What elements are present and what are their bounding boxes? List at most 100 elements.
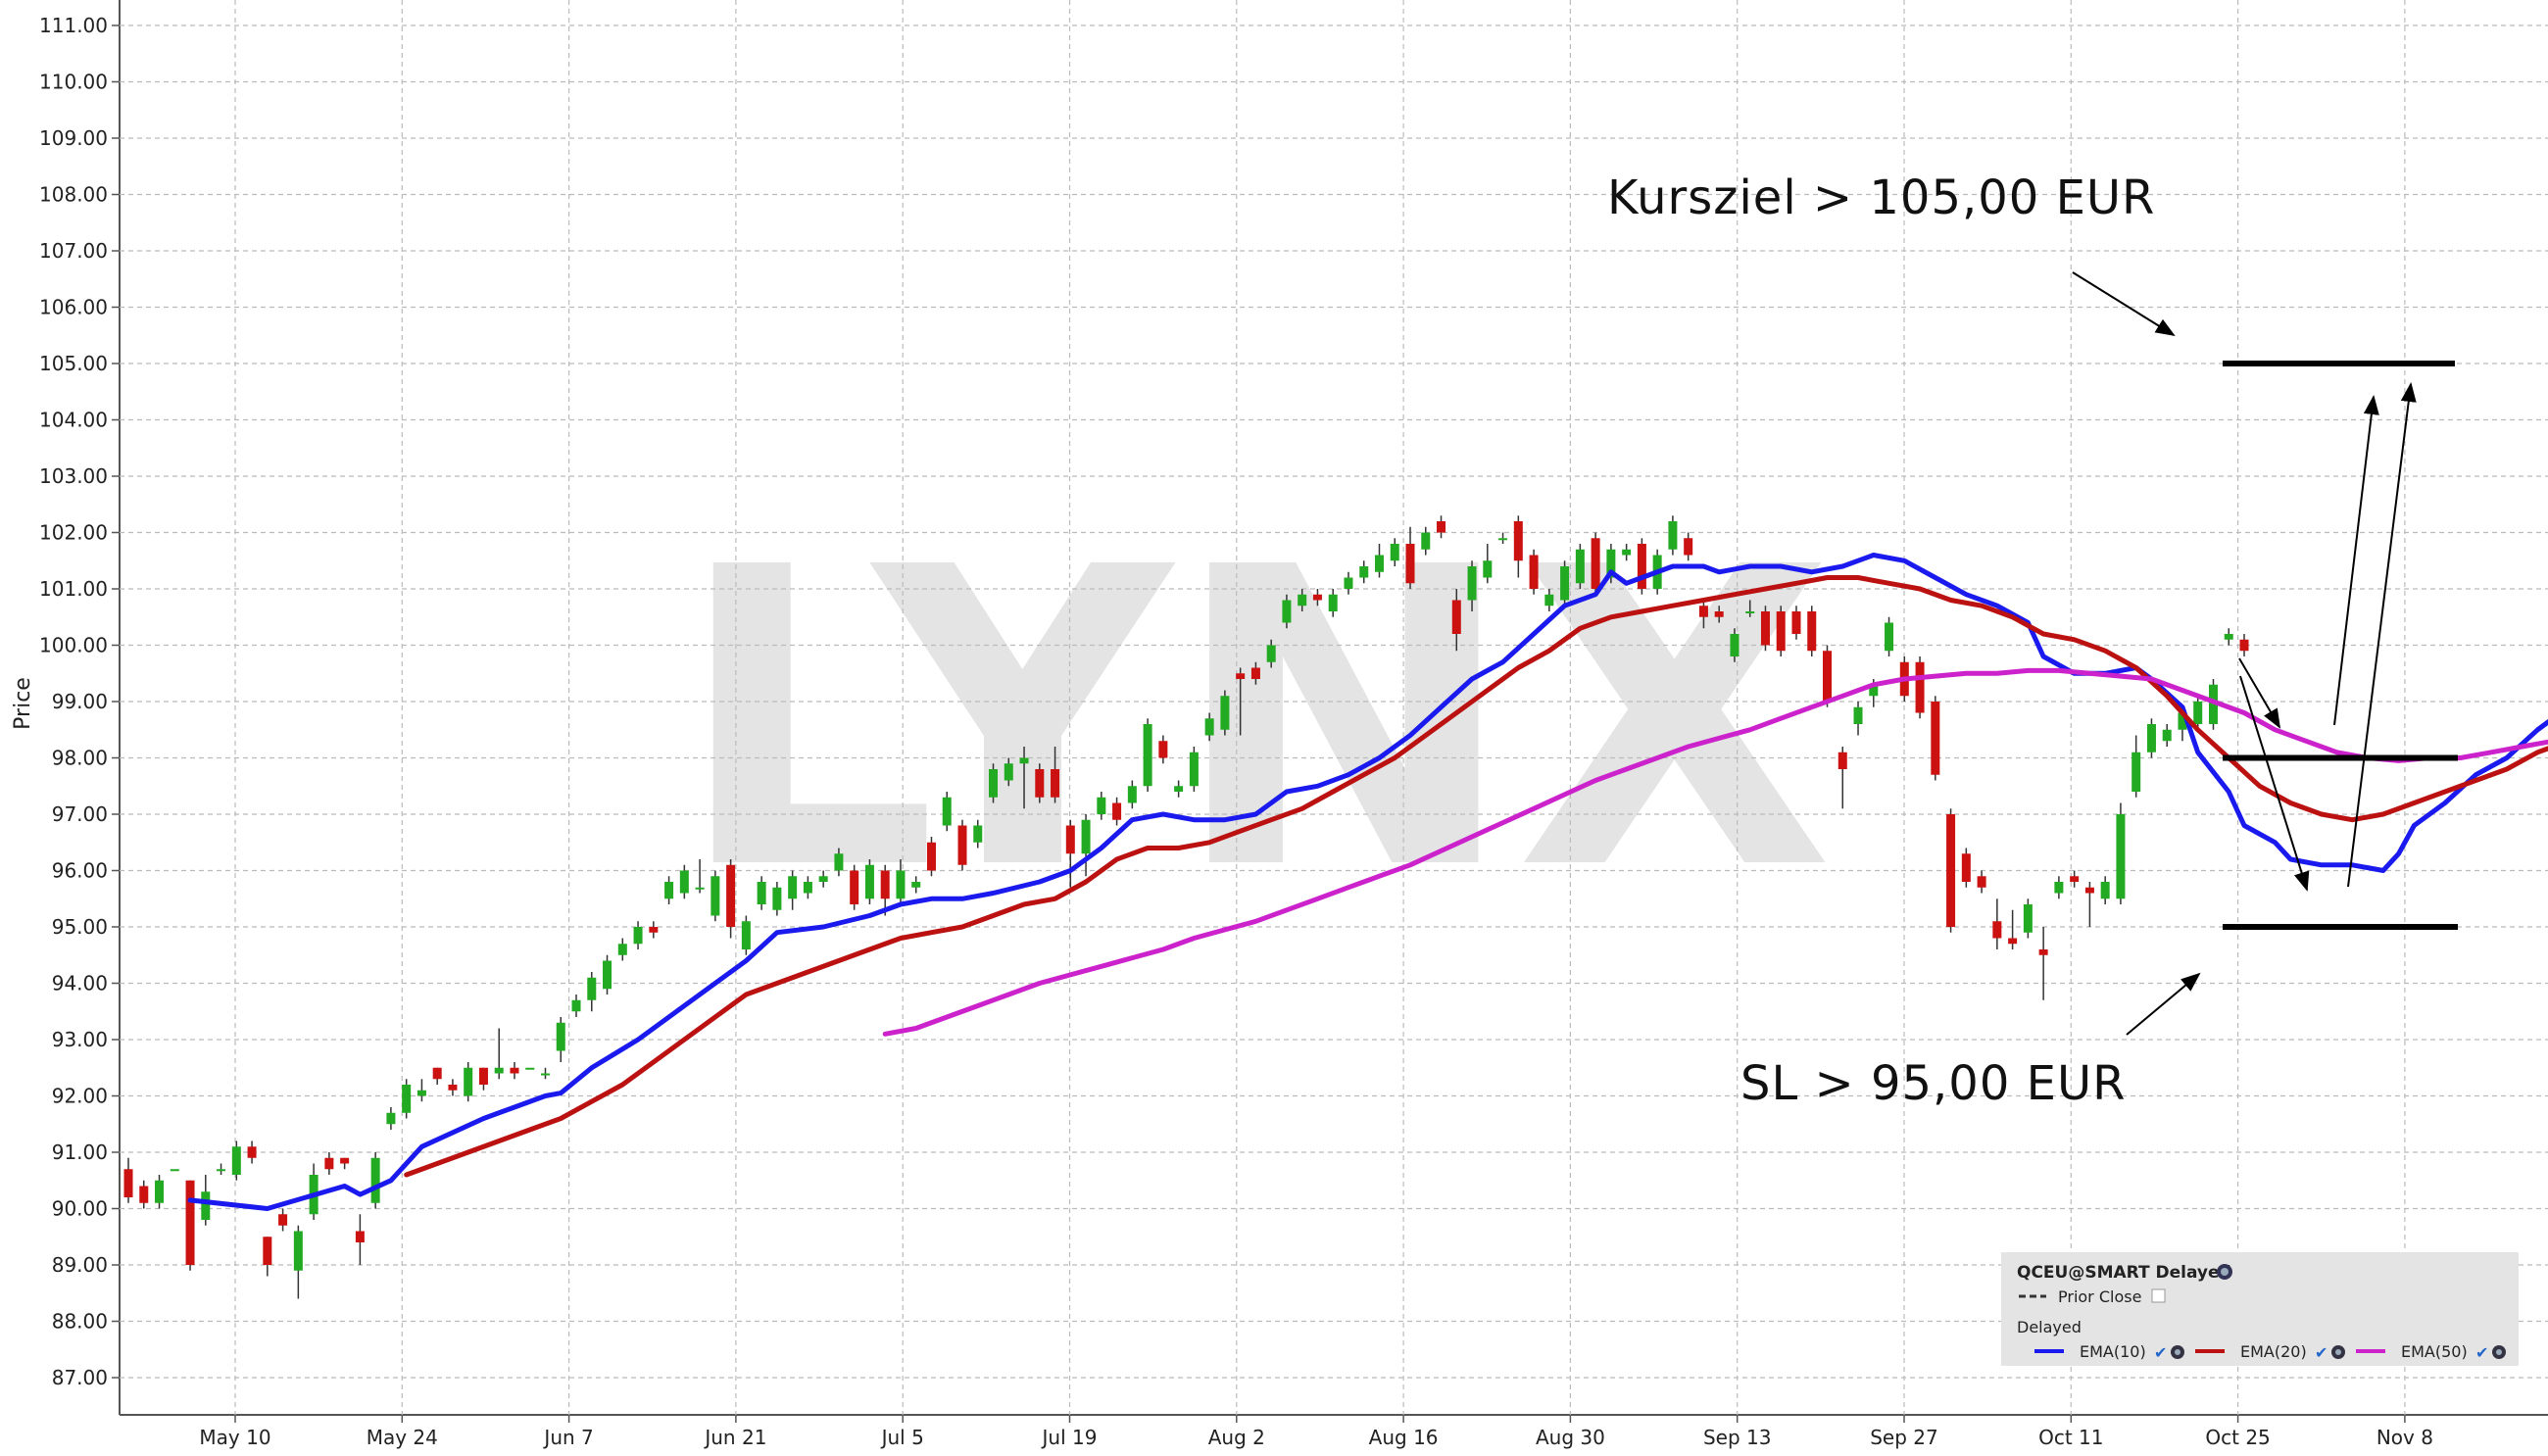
candle bbox=[1266, 639, 1276, 668]
legend-delayed: Delayed bbox=[2017, 1318, 2082, 1336]
candle bbox=[2070, 870, 2080, 888]
candle bbox=[1544, 589, 1554, 611]
ema-line-ema50 bbox=[882, 667, 2548, 1037]
candle bbox=[834, 848, 844, 877]
candle bbox=[973, 819, 983, 849]
x-tick-label: May 10 bbox=[199, 1426, 270, 1449]
candle-body bbox=[1035, 769, 1045, 798]
y-tick-label: 99.00 bbox=[52, 690, 108, 713]
candle-body bbox=[1421, 532, 1431, 550]
candle bbox=[2146, 718, 2156, 758]
candle-body bbox=[1823, 651, 1833, 702]
candle-body bbox=[155, 1180, 165, 1203]
candle-body bbox=[1359, 566, 1369, 578]
candle bbox=[1143, 718, 1152, 792]
candle-body bbox=[340, 1157, 350, 1164]
check-icon[interactable]: ✔ bbox=[2154, 1343, 2167, 1362]
candle bbox=[1483, 544, 1493, 584]
candle bbox=[1992, 898, 2002, 949]
candle bbox=[1498, 532, 1508, 544]
candle bbox=[679, 864, 689, 899]
candle bbox=[1359, 560, 1369, 584]
candle-body bbox=[324, 1157, 334, 1170]
candle-body bbox=[1220, 696, 1230, 730]
candle bbox=[247, 1141, 257, 1164]
candle bbox=[2100, 876, 2110, 904]
y-tick-label: 97.00 bbox=[52, 802, 108, 826]
candle bbox=[1312, 589, 1322, 607]
candle-body bbox=[494, 1067, 504, 1074]
candle-body bbox=[1915, 661, 1925, 713]
candle-body bbox=[741, 921, 751, 949]
candle-body bbox=[217, 1169, 226, 1172]
candles-layer bbox=[123, 515, 2249, 1299]
candle bbox=[185, 1180, 195, 1271]
candle-body bbox=[1405, 544, 1415, 584]
target-annotation: Kursziel > 105,00 EUR bbox=[1607, 170, 2155, 225]
candle-body bbox=[2239, 639, 2249, 652]
candle-body bbox=[1807, 611, 1817, 652]
candle bbox=[1174, 780, 1184, 798]
y-tick-label: 108.00 bbox=[39, 183, 108, 207]
candle bbox=[1853, 702, 1863, 736]
candle-body bbox=[1390, 544, 1399, 561]
candle bbox=[1637, 538, 1646, 595]
candle bbox=[741, 915, 751, 955]
candle bbox=[2239, 634, 2249, 656]
candle-body bbox=[1004, 763, 1013, 781]
candle-body bbox=[818, 876, 828, 882]
candle bbox=[2162, 724, 2172, 747]
prior-close-checkbox[interactable] bbox=[2151, 1288, 2166, 1303]
gear-icon[interactable] bbox=[2171, 1345, 2184, 1359]
ema-line-ema10 bbox=[187, 553, 2548, 1211]
legend-item[interactable]: EMA(10) ✔ bbox=[2034, 1342, 2184, 1362]
candle-body bbox=[540, 1073, 550, 1076]
candle bbox=[880, 864, 890, 916]
y-tick-label: 96.00 bbox=[52, 859, 108, 883]
candle-body bbox=[1776, 611, 1786, 652]
gear-icon[interactable] bbox=[2492, 1345, 2506, 1359]
candle bbox=[1791, 606, 1801, 640]
candle-body bbox=[2208, 684, 2218, 724]
candle-body bbox=[1298, 594, 1307, 607]
candle-body bbox=[2146, 724, 2156, 752]
x-tick-label: Jun 7 bbox=[542, 1426, 593, 1449]
candle bbox=[432, 1067, 442, 1085]
gear-icon[interactable] bbox=[2331, 1345, 2345, 1359]
candle bbox=[726, 859, 736, 939]
candle bbox=[1606, 544, 1616, 584]
candle bbox=[1004, 757, 1013, 787]
check-icon[interactable]: ✔ bbox=[2315, 1343, 2328, 1362]
candle-body bbox=[2116, 814, 2126, 899]
y-tick-label: 106.00 bbox=[39, 296, 108, 319]
annotation-arrow bbox=[2333, 395, 2379, 726]
refresh-icon[interactable] bbox=[2217, 1264, 2232, 1280]
candle bbox=[1776, 606, 1786, 656]
candle-body bbox=[1143, 724, 1152, 787]
candle-body bbox=[1885, 622, 1894, 652]
candle bbox=[896, 859, 906, 904]
legend-items: EMA(10) ✔ EMA(20) ✔ EMA(50) ✔ bbox=[2034, 1342, 2506, 1362]
legend-item[interactable]: EMA(50) ✔ bbox=[2356, 1342, 2506, 1362]
candle bbox=[1035, 763, 1045, 803]
candle bbox=[2208, 679, 2218, 730]
check-icon[interactable]: ✔ bbox=[2475, 1343, 2488, 1362]
y-tick-label: 94.00 bbox=[52, 972, 108, 995]
candle-body bbox=[510, 1067, 519, 1074]
candle bbox=[942, 792, 952, 832]
candle bbox=[1097, 792, 1106, 820]
gear-icon-inner bbox=[2175, 1349, 2180, 1355]
candle bbox=[1344, 571, 1353, 595]
candle bbox=[355, 1214, 365, 1265]
candle-body bbox=[432, 1067, 442, 1080]
candle-body bbox=[1019, 757, 1029, 764]
candle bbox=[1730, 628, 1740, 662]
y-tick-labels: 87.00 88.00 89.00 90.00 91.00 92.00 93.00 94.00… bbox=[39, 14, 108, 1389]
legend-item[interactable]: EMA(20) ✔ bbox=[2195, 1342, 2345, 1362]
candle bbox=[2038, 927, 2048, 1000]
candle bbox=[1421, 526, 1431, 556]
candle-body bbox=[1112, 802, 1122, 820]
candle-body bbox=[1051, 769, 1060, 798]
candle-body bbox=[1344, 577, 1353, 589]
y-tick-label: 87.00 bbox=[52, 1366, 108, 1389]
